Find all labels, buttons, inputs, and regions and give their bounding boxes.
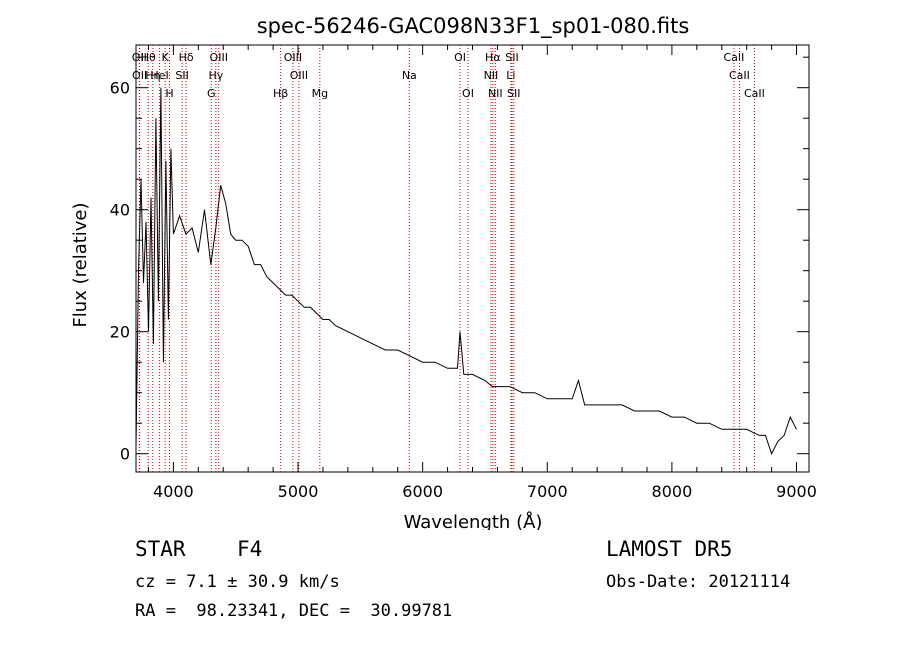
spectral-line-label: OIII <box>210 51 228 64</box>
spectral-line-label: H <box>165 87 173 100</box>
spectral-line-label: OII <box>132 69 147 82</box>
x-tick-label: 4000 <box>153 482 194 501</box>
spectral-line-label: NII <box>484 69 499 82</box>
y-axis-label: Flux (relative) <box>70 202 91 327</box>
spectral-line-label: Li <box>506 69 515 82</box>
spectral-line-label: OI <box>462 87 474 100</box>
survey-label: LAMOST DR5 <box>606 537 733 561</box>
coordinates-label: RA = 98.23341, DEC = 30.99781 <box>135 601 453 621</box>
spectral-line-label: CaII <box>729 69 750 82</box>
spectral-line-label: NII <box>488 87 503 100</box>
plot-frame <box>135 44 810 473</box>
spectral-line-label: K <box>162 51 170 64</box>
spectral-line-label: SII <box>505 51 518 64</box>
y-tick-label: 0 <box>120 445 130 464</box>
spectral-line-label: OIII <box>290 69 308 82</box>
spectral-line-label: Hδ <box>179 51 194 64</box>
chart-title: spec-56246-GAC098N33F1_sp01-080.fits <box>257 14 690 39</box>
spectrum-series <box>135 87 797 455</box>
y-tick-label: 60 <box>110 79 130 98</box>
object-type-label: STAR <box>135 537 186 561</box>
spectral-line-label: SII <box>175 69 188 82</box>
y-tick-label: 20 <box>110 323 130 342</box>
x-tick-label: 8000 <box>652 482 693 501</box>
object-subclass-label: F4 <box>237 537 263 561</box>
x-axis-label: Wavelength (Å) <box>404 511 543 530</box>
spectral-line-label: OI <box>454 51 466 64</box>
spectral-line-label: SII <box>507 87 520 100</box>
spectral-line-label: Hη <box>145 69 160 82</box>
spectral-line-label: Hα <box>485 51 501 64</box>
spectral-line-label: CaII <box>724 51 745 64</box>
spectral-line-label: CaII <box>744 87 765 100</box>
spectral-line-label: Na <box>402 69 417 82</box>
y-tick-label: 40 <box>110 201 130 220</box>
spectral-line-label: OIII <box>284 51 302 64</box>
x-tick-label: 6000 <box>402 482 443 501</box>
spectral-line-label: Hθ <box>141 51 156 64</box>
x-tick-label: 9000 <box>776 482 817 501</box>
spectral-line-label: Mg <box>312 87 328 100</box>
redshift-velocity-label: cz = 7.1 ± 30.9 km/s <box>135 572 340 592</box>
spectral-line-label: G <box>207 87 216 100</box>
obs-date-label: Obs-Date: 20121114 <box>606 572 791 592</box>
x-tick-label: 5000 <box>278 482 319 501</box>
spectral-line-label: Hβ <box>273 87 288 100</box>
x-tick-label: 7000 <box>527 482 568 501</box>
spectrum-chart: spec-56246-GAC098N33F1_sp01-080.fits Hθ K… <box>70 14 817 530</box>
spectral-line-label: Hγ <box>208 69 223 82</box>
spectral-line-label: HeI <box>150 69 168 82</box>
